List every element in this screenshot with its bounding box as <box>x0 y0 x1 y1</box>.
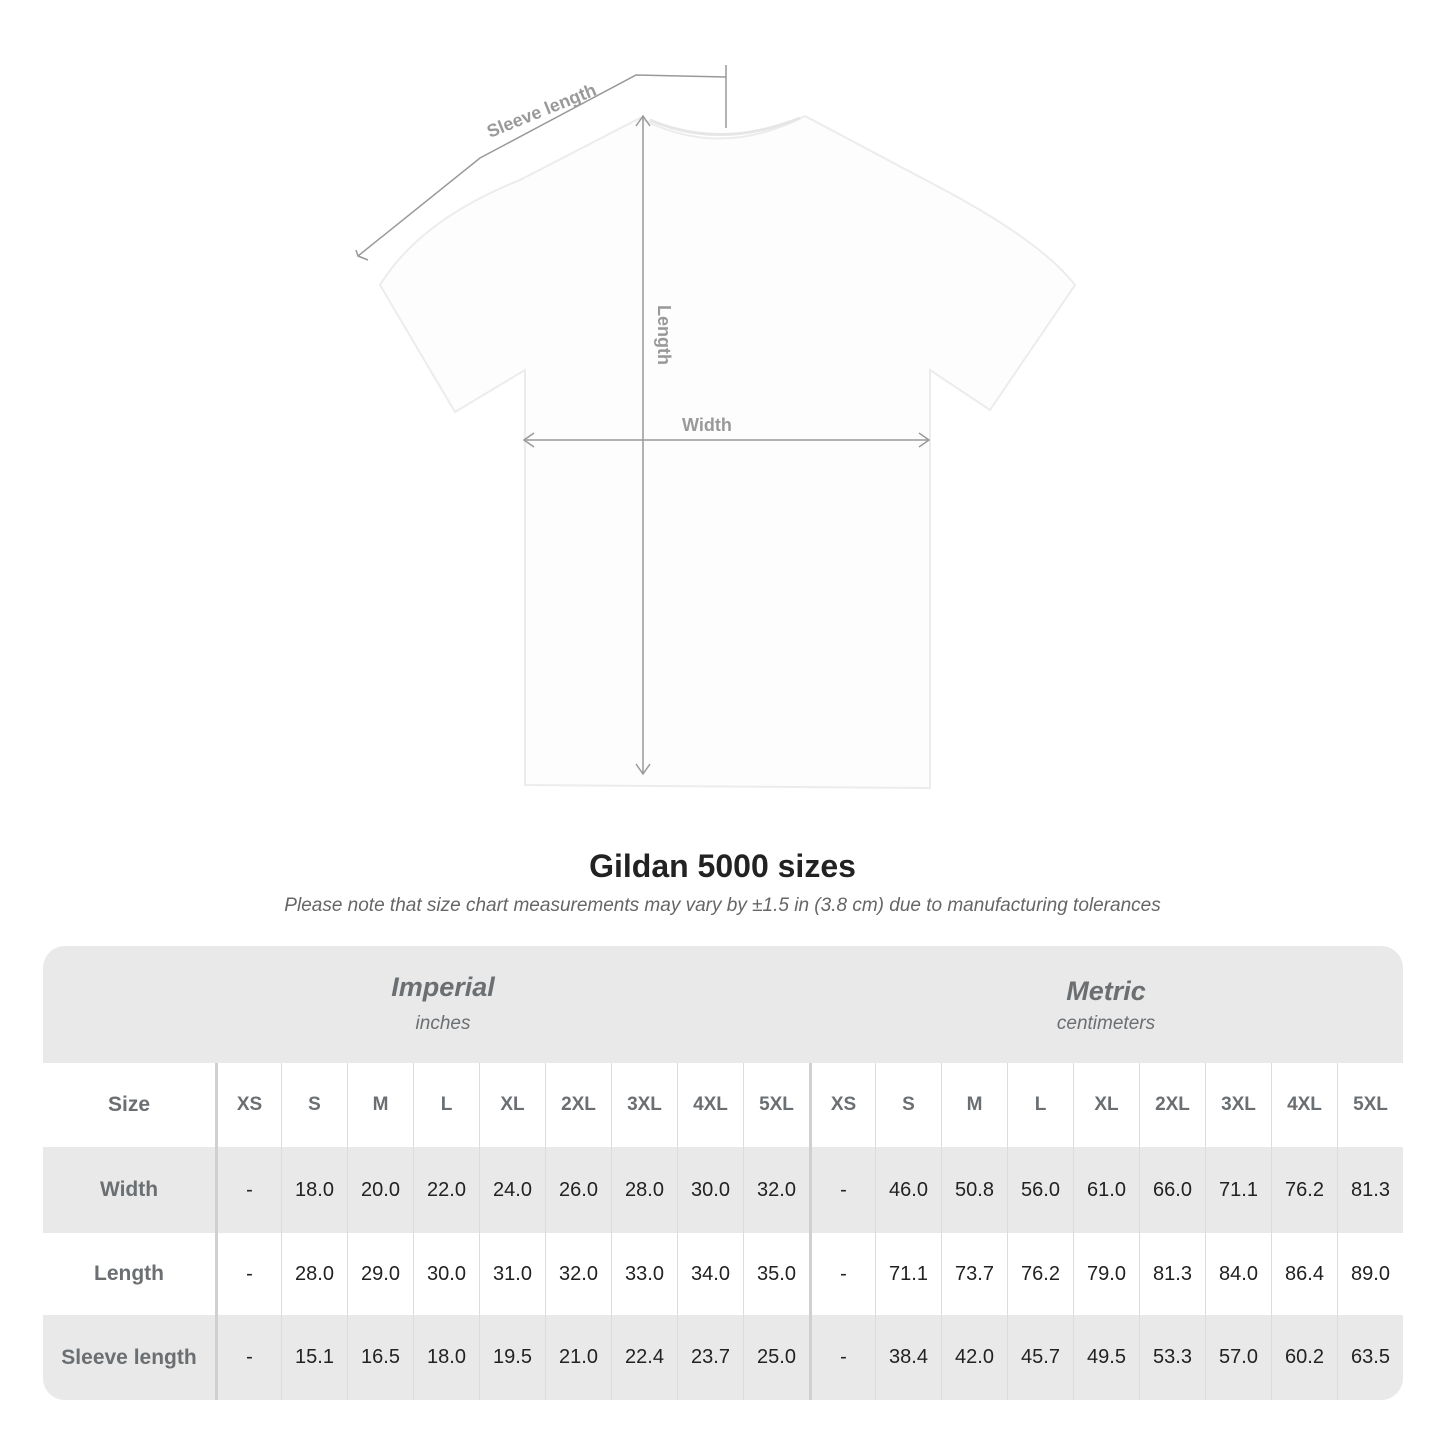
cell-metric: 50.8 <box>941 1147 1007 1233</box>
cell-metric: 86.4 <box>1271 1233 1337 1315</box>
cell-imperial: - <box>215 1233 281 1315</box>
cell-imperial: 32.0 <box>743 1147 809 1233</box>
cell-imperial: 32.0 <box>545 1233 611 1315</box>
size-header-metric: 3XL <box>1205 1063 1271 1147</box>
cell-imperial: 16.5 <box>347 1315 413 1400</box>
cell-imperial: 29.0 <box>347 1233 413 1315</box>
cell-imperial: - <box>215 1147 281 1233</box>
cell-metric: - <box>809 1233 875 1315</box>
cell-metric: 45.7 <box>1007 1315 1073 1400</box>
size-header-metric: 5XL <box>1337 1063 1403 1147</box>
cell-metric: 84.0 <box>1205 1233 1271 1315</box>
row-label: Length <box>94 1262 164 1285</box>
size-header-metric: XS <box>809 1063 875 1147</box>
cell-metric: 63.5 <box>1337 1315 1403 1400</box>
table-row: Sleeve length -15.1 16.5 18.0 19.5 21.0 22.4 23… <box>43 1315 1403 1400</box>
cell-metric: 71.1 <box>1205 1147 1271 1233</box>
cell-imperial: 33.0 <box>611 1233 677 1315</box>
table-row: Length -28.0 29.0 30.0 31.0 32.0 33.0 34.0 35.0-… <box>43 1233 1403 1315</box>
cell-metric: 79.0 <box>1073 1233 1139 1315</box>
imperial-header: Imperial inches <box>215 946 671 1063</box>
cell-metric: 81.3 <box>1139 1233 1205 1315</box>
size-header-metric: XL <box>1073 1063 1139 1147</box>
cell-imperial: 20.0 <box>347 1147 413 1233</box>
cell-metric: 89.0 <box>1337 1233 1403 1315</box>
metric-header: Metric centimeters <box>809 946 1403 1063</box>
cell-metric: - <box>809 1147 875 1233</box>
cell-imperial: 25.0 <box>743 1315 809 1400</box>
imperial-title: Imperial <box>391 972 495 1002</box>
cell-metric: 81.3 <box>1337 1147 1403 1233</box>
row-label: Size <box>107 1093 151 1116</box>
cell-metric: 76.2 <box>1271 1147 1337 1233</box>
sleeve-length-label: Sleeve length <box>484 80 599 142</box>
cell-imperial: - <box>215 1315 281 1400</box>
cell-metric: 61.0 <box>1073 1147 1139 1233</box>
cell-imperial: 21.0 <box>545 1315 611 1400</box>
cell-imperial: 24.0 <box>479 1147 545 1233</box>
tshirt-measurement-diagram: Sleeve length Length Width <box>355 65 1077 790</box>
size-header-metric: L <box>1007 1063 1073 1147</box>
cell-imperial: 22.0 <box>413 1147 479 1233</box>
size-header-metric: M <box>941 1063 1007 1147</box>
size-header-imperial: 4XL <box>677 1063 743 1147</box>
cell-imperial: 28.0 <box>281 1233 347 1315</box>
cell-metric: 76.2 <box>1007 1233 1073 1315</box>
cell-metric: 46.0 <box>875 1147 941 1233</box>
width-label: Width <box>682 415 732 435</box>
size-header-metric: 2XL <box>1139 1063 1205 1147</box>
cell-imperial: 22.4 <box>611 1315 677 1400</box>
cell-imperial: 23.7 <box>677 1315 743 1400</box>
cell-metric: 56.0 <box>1007 1147 1073 1233</box>
sleeve-arrow <box>357 74 727 257</box>
size-header-row: Size XS S M L XL 2XL 3XL 4XL 5XL XS S M L XL 2XL 3XL 4XL 5… <box>43 1063 1403 1147</box>
size-header-imperial: XS <box>215 1063 281 1147</box>
cell-imperial: 30.0 <box>413 1233 479 1315</box>
size-header-imperial: M <box>347 1063 413 1147</box>
cell-imperial: 18.0 <box>413 1315 479 1400</box>
cell-metric: 60.2 <box>1271 1315 1337 1400</box>
metric-unit: centimeters <box>1056 1013 1156 1034</box>
cell-imperial: 18.0 <box>281 1147 347 1233</box>
cell-metric: 53.3 <box>1139 1315 1205 1400</box>
cell-imperial: 35.0 <box>743 1233 809 1315</box>
cell-imperial: 19.5 <box>479 1315 545 1400</box>
length-label: Length <box>654 305 674 365</box>
cell-metric: - <box>809 1315 875 1400</box>
cell-metric: 38.4 <box>875 1315 941 1400</box>
size-header-imperial: XL <box>479 1063 545 1147</box>
cell-metric: 66.0 <box>1139 1147 1205 1233</box>
cell-metric: 71.1 <box>875 1233 941 1315</box>
size-header-imperial: L <box>413 1063 479 1147</box>
cell-imperial: 28.0 <box>611 1147 677 1233</box>
size-header-imperial: S <box>281 1063 347 1147</box>
imperial-unit: inches <box>415 1013 471 1034</box>
metric-title: Metric <box>1066 976 1146 1006</box>
size-header-imperial: 5XL <box>743 1063 809 1147</box>
chart-title: Gildan 5000 sizes <box>589 848 856 884</box>
cell-imperial: 15.1 <box>281 1315 347 1400</box>
cell-imperial: 31.0 <box>479 1233 545 1315</box>
cell-metric: 42.0 <box>941 1315 1007 1400</box>
cell-imperial: 30.0 <box>677 1147 743 1233</box>
row-label: Width <box>99 1178 159 1201</box>
size-header-metric: 4XL <box>1271 1063 1337 1147</box>
cell-metric: 57.0 <box>1205 1315 1271 1400</box>
cell-metric: 73.7 <box>941 1233 1007 1315</box>
cell-imperial: 34.0 <box>677 1233 743 1315</box>
table-row: Width -18.0 20.0 22.0 24.0 26.0 28.0 30.0 32.0-4… <box>43 1147 1403 1233</box>
size-table: Imperial inches Metric centimeters Size X… <box>43 946 1403 1400</box>
cell-imperial: 26.0 <box>545 1147 611 1233</box>
size-header-imperial: 3XL <box>611 1063 677 1147</box>
tshirt-shape <box>378 114 1077 790</box>
size-header-metric: S <box>875 1063 941 1147</box>
cell-metric: 49.5 <box>1073 1315 1139 1400</box>
size-header-imperial: 2XL <box>545 1063 611 1147</box>
tolerance-note: Please note that size chart measurements… <box>284 895 1161 916</box>
row-label: Sleeve length <box>61 1345 197 1369</box>
